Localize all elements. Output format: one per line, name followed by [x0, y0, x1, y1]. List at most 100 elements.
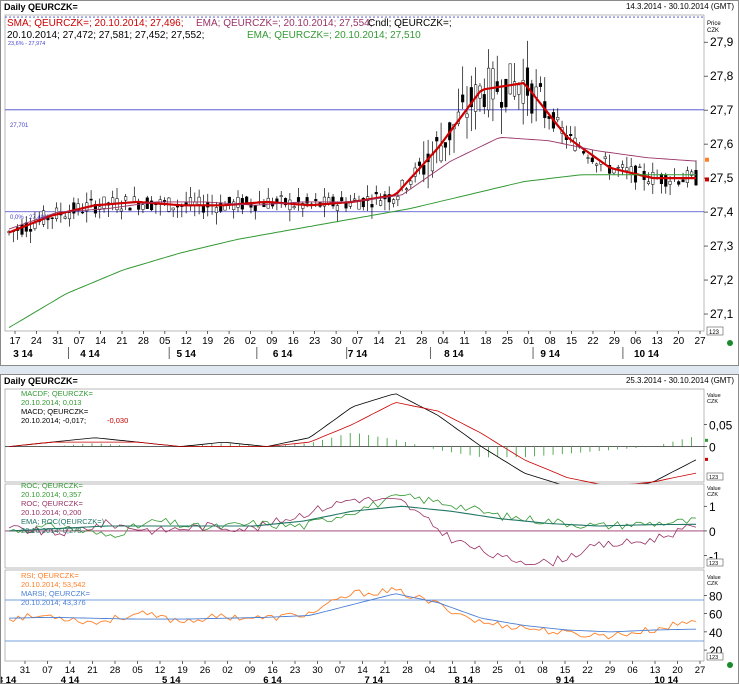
roc-scale-box[interactable]	[706, 558, 724, 567]
price-legend-ema2: EMA; QEURCZK=; 20.10.2014; 27,510	[247, 30, 421, 41]
price-window: Daily QEURCZK= 14.3.2014 - 30.10.2014 (G…	[0, 0, 739, 366]
price-legend-cndl-b: 20.10.2014; 27,472; 27,581; 27,452; 27,5…	[7, 30, 204, 41]
ind-x-day-label: 21	[87, 665, 98, 676]
price-x-day-label: 16	[288, 336, 300, 347]
candle-body	[80, 211, 85, 214]
candle-body	[685, 170, 689, 183]
macd-legend-2: 20.10.2014; 0,013	[21, 398, 81, 407]
ind-x-day-label: 08	[537, 665, 548, 676]
candle-body	[379, 200, 383, 206]
ind-x-day-label: 05	[132, 665, 143, 676]
rsi-scale-box[interactable]	[706, 652, 724, 661]
candle-body	[171, 207, 175, 211]
candle-body	[625, 167, 629, 171]
price-scale-box[interactable]	[706, 326, 724, 336]
price-x-day-label: 27	[694, 336, 706, 347]
ind-x-day-label: 19	[177, 665, 188, 676]
ind-x-day-label: 07	[42, 665, 53, 676]
rsi-y-tick-label: 80	[709, 589, 723, 603]
macd-legend-3: MACD; QEURCZK=	[21, 407, 89, 416]
ind-x-day-label: 11	[448, 665, 458, 676]
macd-last-marker	[705, 438, 708, 442]
candle-body	[124, 196, 128, 201]
price-legend-cndl-a: Cndl; QEURCZK=;	[368, 18, 452, 29]
macd-scale-box[interactable]	[706, 472, 724, 481]
price-x-day-label: 14	[373, 336, 385, 347]
price-x-day-label: 08	[545, 336, 557, 347]
rsi-scale-box-label: 123	[709, 655, 718, 661]
macd-scale-box-label: 123	[709, 475, 718, 481]
rsi-legend-1: RSI; QEURCZK=	[21, 571, 79, 580]
candle-body	[504, 79, 508, 108]
price-y-tick-label: 27,2	[710, 273, 734, 287]
price-x-day-label: 21	[116, 336, 128, 347]
candle-body	[668, 180, 672, 185]
macd-legend-1: MACDF; QEURCZK=	[21, 389, 94, 398]
ind-x-month-label: 8 14	[455, 675, 474, 683]
price-axis-caption-2: CZK	[707, 28, 719, 34]
ind-x-day-label: 28	[402, 665, 413, 676]
ind-x-day-label: 16	[267, 665, 278, 676]
candle-body	[253, 205, 257, 211]
indicator-window-title-bar: Daily QEURCZK= 25.3.2014 - 30.10.2014 (G…	[1, 375, 738, 387]
candle-body	[33, 222, 37, 229]
roc-y-tick-label: 0	[709, 525, 716, 539]
ind-x-day-label: 13	[650, 665, 661, 676]
price-window-date-range: 14.3.2014 - 30.10.2014 (GMT)	[625, 2, 734, 11]
ind-x-day-label: 02	[222, 665, 233, 676]
price-x-day-label: 14	[95, 336, 107, 347]
macd-signal-last-marker	[705, 457, 708, 461]
price-x-day-label: 09	[266, 336, 278, 347]
candle-body	[681, 179, 685, 183]
price-x-day-label: 30	[331, 336, 343, 347]
candle-body	[590, 157, 594, 163]
price-x-day-label: 28	[138, 336, 150, 347]
price-x-day-label: 20	[673, 336, 685, 347]
macd-legend-4b: -0,030	[107, 416, 128, 425]
candle-body	[569, 133, 573, 136]
ind-x-day-label: 14	[357, 665, 368, 676]
macd-plot-area	[4, 388, 705, 483]
price-x-day-label: 22	[587, 336, 599, 347]
ind-x-day-label: 28	[110, 665, 121, 676]
candle-body	[677, 181, 681, 185]
price-x-day-label: 18	[480, 336, 492, 347]
indicator-status-dot	[727, 662, 733, 668]
candle-body	[305, 197, 309, 204]
price-x-day-label: 29	[609, 336, 621, 347]
price-x-day-label: 31	[52, 336, 64, 347]
ind-x-day-label: 09	[245, 665, 256, 676]
ind-x-day-label: 12	[155, 665, 166, 676]
candle-body	[63, 216, 67, 219]
candle-body	[465, 113, 469, 118]
hline-level-label: 27,701	[10, 123, 29, 129]
roc-axis-caption-1: Value	[707, 486, 721, 492]
price-axis-caption-1: Price	[707, 21, 721, 27]
price-x-day-label: 25	[502, 336, 514, 347]
candle-body	[517, 84, 521, 95]
candle-body	[439, 145, 443, 162]
candle-body	[417, 161, 422, 166]
candle-body	[603, 156, 607, 160]
ind-x-day-label: 31	[20, 665, 31, 676]
ind-x-month-label: 3 14	[1, 675, 17, 683]
roc-legend-2: 20.10.2014; 0,357	[21, 490, 81, 499]
price-x-day-label: 15	[566, 336, 578, 347]
candle-body	[556, 117, 560, 121]
ind-x-day-label: 18	[470, 665, 481, 676]
candle-body	[119, 208, 123, 212]
roc-y-tick-label: -1	[709, 550, 720, 564]
roc-axis-caption-2: CZK	[707, 492, 718, 498]
marsi-line	[8, 593, 696, 633]
price-x-day-label: 07	[74, 336, 86, 347]
ind-x-day-label: 04	[425, 665, 436, 676]
ind-x-day-label: 29	[605, 665, 616, 676]
price-x-day-label: 26	[224, 336, 236, 347]
ind-x-month-label: 10 14	[654, 675, 678, 683]
candle-body	[512, 81, 517, 97]
price-chart[interactable]: 27,9 27,8 27,7 27,6 27,5 27,4 27,3 27,2 27,1 17 24…	[1, 13, 738, 365]
candle-body	[370, 204, 374, 208]
price-x-day-label: 05	[159, 336, 171, 347]
candle-body	[353, 198, 357, 201]
